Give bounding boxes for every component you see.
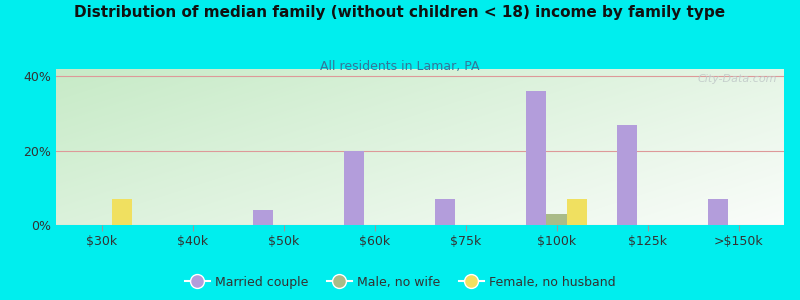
Text: Distribution of median family (without children < 18) income by family type: Distribution of median family (without c…	[74, 4, 726, 20]
Text: All residents in Lamar, PA: All residents in Lamar, PA	[320, 60, 480, 73]
Bar	[709, 199, 729, 225]
Bar	[111, 199, 131, 225]
Bar	[435, 199, 455, 225]
Bar	[546, 214, 566, 225]
Bar	[254, 210, 274, 225]
Bar	[566, 199, 586, 225]
Legend: Married couple, Male, no wife, Female, no husband: Married couple, Male, no wife, Female, n…	[180, 271, 620, 294]
Bar	[618, 125, 638, 225]
Text: City-Data.com: City-Data.com	[698, 74, 777, 84]
Bar	[526, 91, 546, 225]
Bar	[345, 151, 365, 225]
